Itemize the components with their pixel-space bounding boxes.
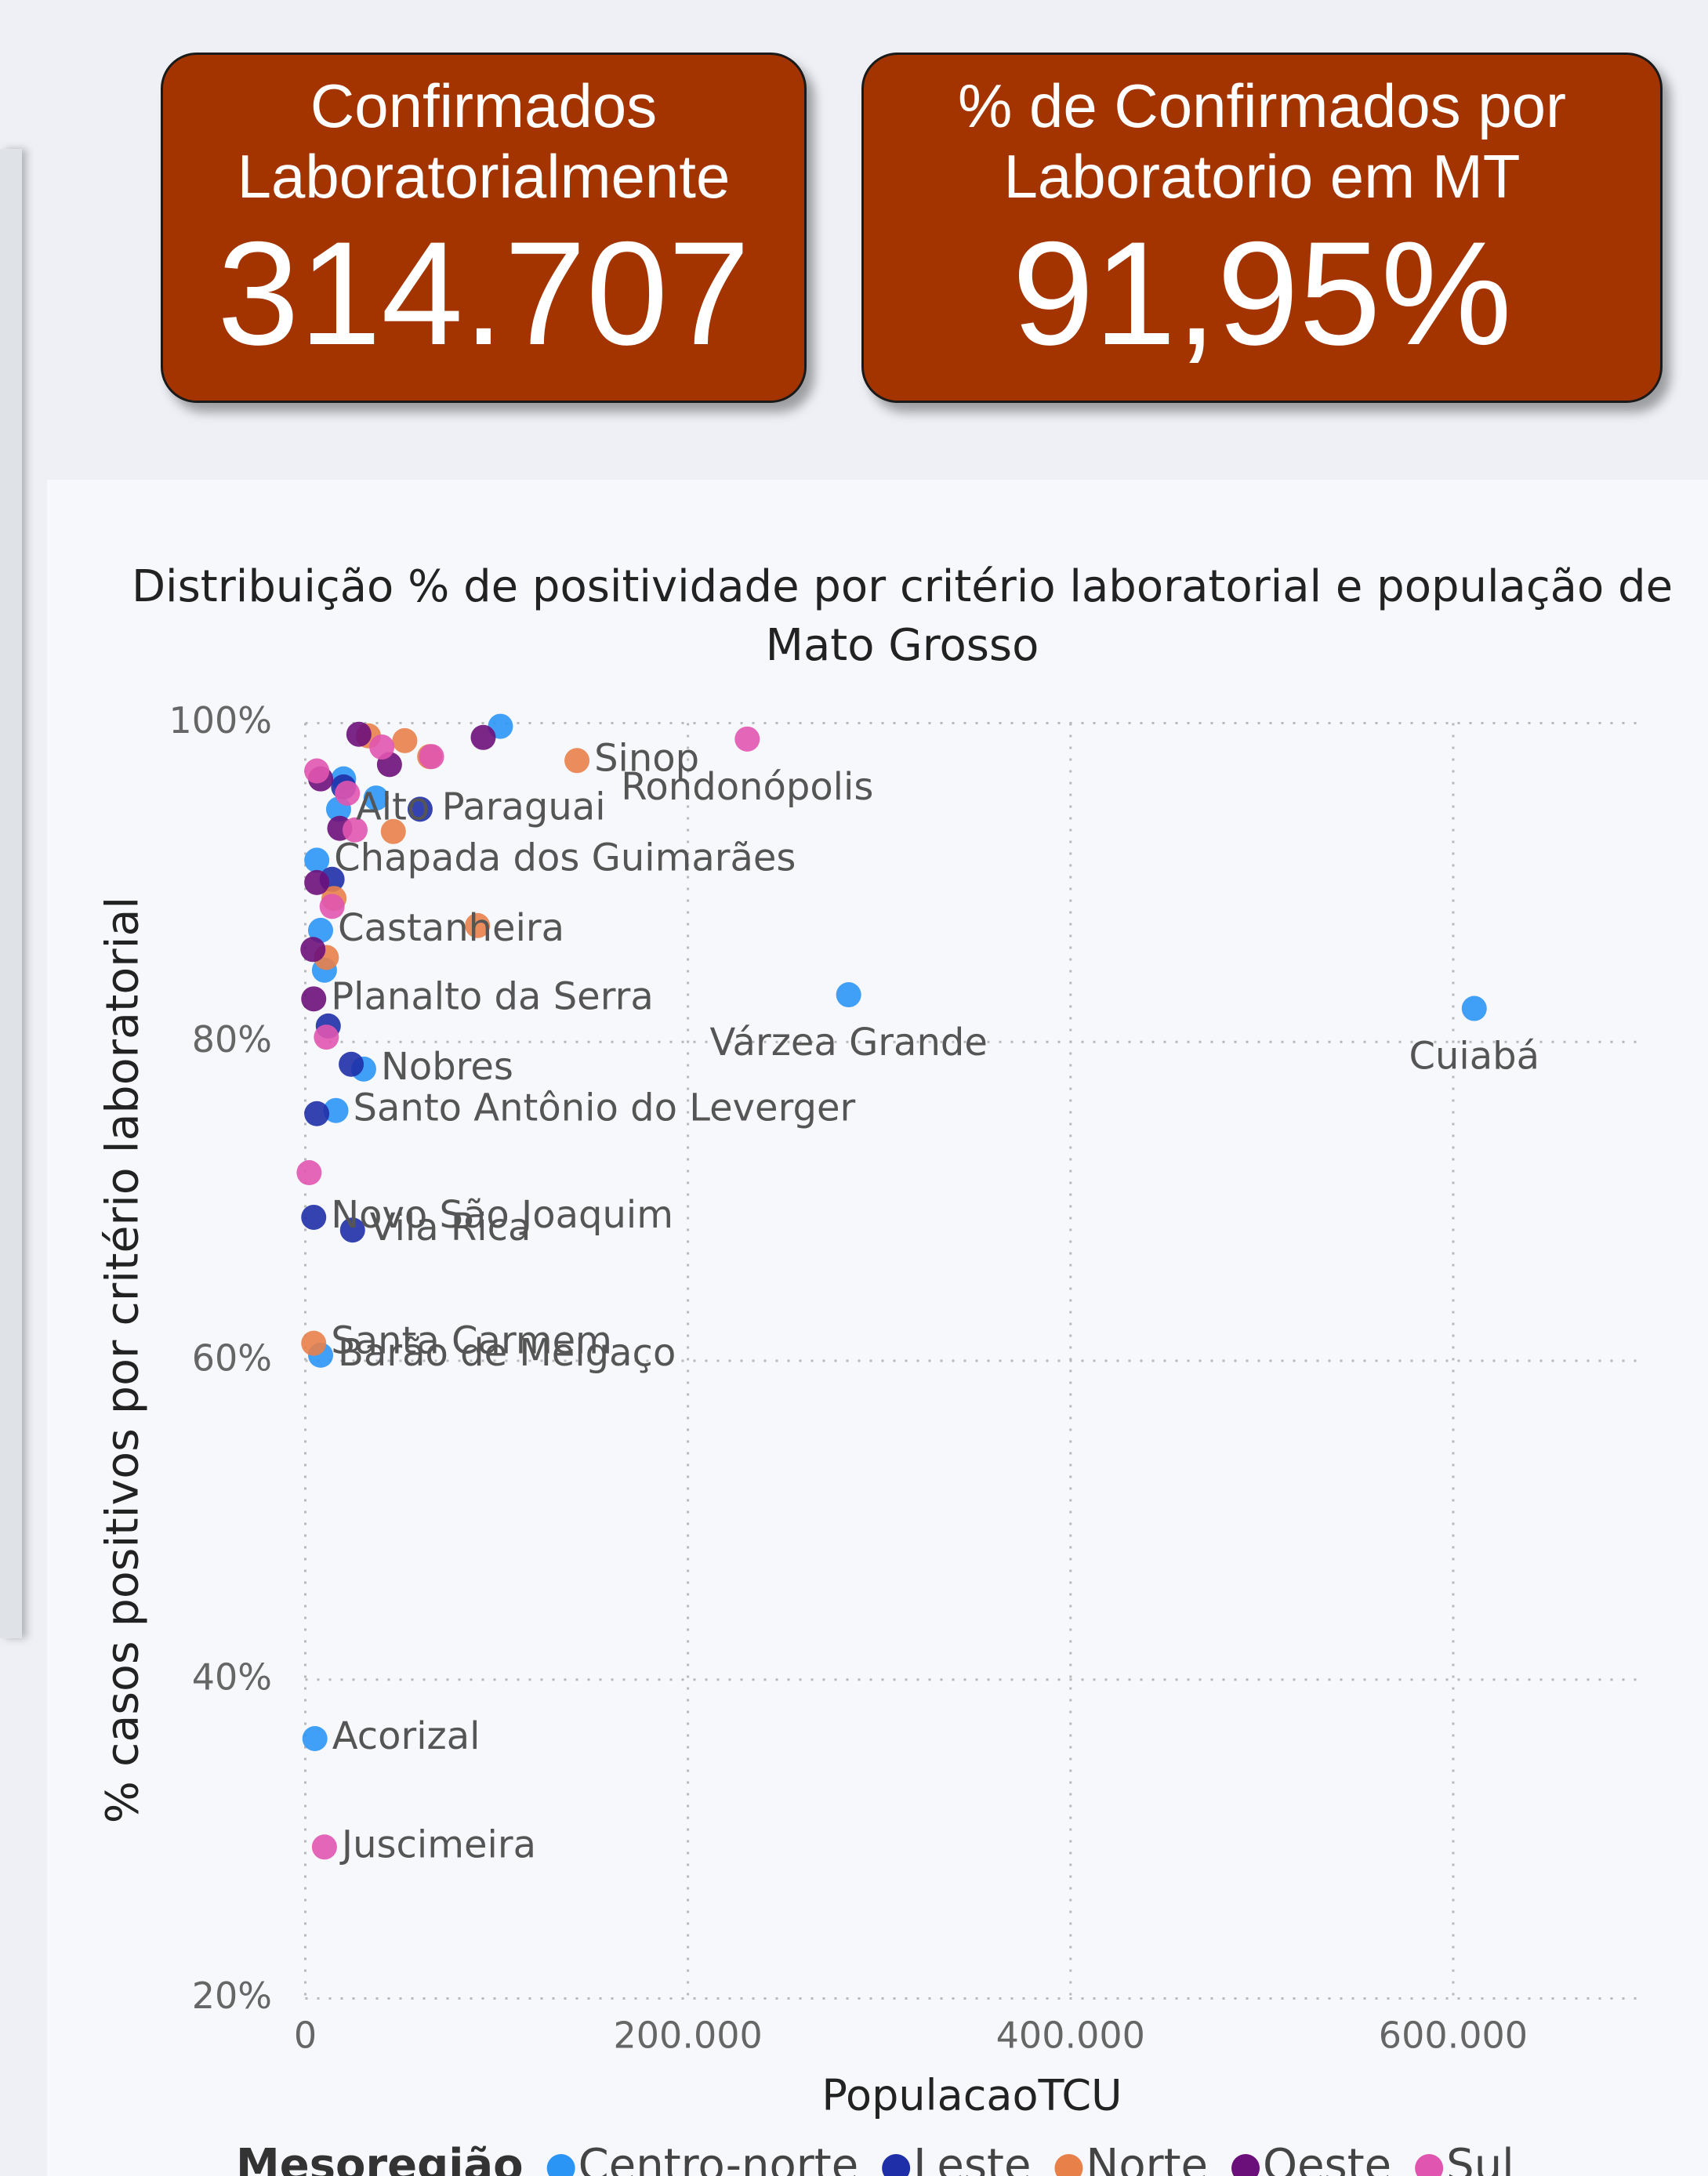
data-label: Barão de Melgaço [338, 1331, 676, 1375]
kpi-card: Confirmados Laboratorialmente 314.707 [161, 53, 807, 403]
data-label: Vila Rica [370, 1206, 531, 1249]
data-label: Sinop [594, 736, 699, 780]
data-point [407, 796, 433, 822]
legend-marker [1231, 2154, 1260, 2176]
data-point [1461, 996, 1487, 1021]
data-label: Planalto da Serra [331, 974, 654, 1018]
data-point [335, 780, 361, 806]
x-tick-label: 200.000 [614, 2015, 763, 2057]
y-tick-label: 60% [192, 1337, 272, 1380]
card-title-line: % de Confirmados por [957, 71, 1567, 140]
data-point [369, 734, 395, 760]
card-value: 91,95% [1012, 211, 1512, 375]
side-panel [0, 149, 22, 1638]
data-point [301, 1204, 327, 1230]
data-point [836, 982, 861, 1008]
y-tick-label: 20% [192, 1975, 272, 2017]
data-point [311, 1834, 337, 1860]
card-title-line: Laboratorio em MT [1003, 142, 1521, 211]
data-point [301, 986, 327, 1012]
data-label: Alto Paraguai [356, 785, 606, 829]
y-tick-label: 80% [192, 1018, 272, 1061]
x-tick-label: 600.000 [1379, 2015, 1528, 2057]
data-point [304, 869, 330, 895]
x-axis-label: PopulacaoTCU [821, 2071, 1122, 2120]
card-title-line: Confirmados [310, 71, 658, 140]
legend-marker [1415, 2154, 1444, 2176]
data-point [342, 817, 368, 843]
y-tick-label: 100% [169, 699, 272, 742]
chart-title: Mato Grosso [766, 620, 1039, 671]
data-point [304, 758, 330, 784]
y-axis-label: % casos positivos por critério laborator… [97, 897, 149, 1823]
data-point [380, 818, 406, 844]
legend-label: Sul [1446, 2140, 1514, 2176]
legend-marker [1054, 2154, 1083, 2176]
data-point [470, 724, 496, 750]
data-label: Santa Carmem [331, 1319, 612, 1363]
legend-label: Leste [913, 2140, 1031, 2176]
x-tick-label: 400.000 [996, 2015, 1145, 2057]
data-label: Santo Antônio do Leverger [354, 1086, 856, 1130]
legend-marker [546, 2154, 575, 2176]
data-point [339, 1051, 364, 1077]
data-point [319, 894, 345, 919]
data-point [564, 748, 590, 774]
legend-label: Norte [1086, 2140, 1208, 2176]
data-point [302, 1725, 328, 1751]
data-label: Rondonópolis [621, 765, 873, 809]
data-point [346, 721, 372, 747]
data-label: Acorizal [332, 1714, 480, 1758]
data-label: Castanheira [338, 906, 564, 950]
chart-title: Distribuição % de positividade por crité… [132, 561, 1673, 612]
card-title: Confirmados Laboratorialmente [163, 71, 804, 212]
data-label: Novo São Joaquim [331, 1193, 673, 1237]
data-label: Nobres [381, 1045, 513, 1089]
card-title-line: Laboratorialmente [237, 142, 731, 211]
data-label: Várzea Grande [709, 1021, 987, 1064]
data-point [339, 1217, 365, 1243]
data-point [323, 1097, 349, 1123]
kpi-card: % de Confirmados por Laboratorio em MT 91… [861, 53, 1663, 403]
data-point [734, 726, 760, 752]
legend-label: Centro-norte [578, 2140, 859, 2176]
legend-title: Mesoregião [236, 2140, 524, 2176]
data-label: Juscimeira [339, 1822, 536, 1866]
data-point [304, 1101, 330, 1126]
y-tick-label: 40% [192, 1656, 272, 1698]
data-point [419, 744, 444, 770]
legend-label: Oeste [1263, 2140, 1391, 2176]
data-point [392, 727, 418, 753]
card-title: % de Confirmados por Laboratorio em MT [864, 71, 1660, 212]
data-label: Cuiabá [1409, 1035, 1539, 1079]
data-point [296, 1160, 322, 1186]
x-tick-label: 0 [294, 2015, 317, 2057]
data-point [300, 937, 326, 963]
data-point [301, 1330, 327, 1356]
data-label: Chapada dos Guimarães [334, 836, 796, 879]
card-value: 314.707 [217, 211, 750, 375]
data-point [304, 847, 330, 873]
data-point [363, 785, 389, 811]
data-point [308, 917, 334, 943]
data-point [314, 1025, 339, 1050]
data-point [465, 912, 491, 938]
legend-marker [882, 2154, 911, 2176]
